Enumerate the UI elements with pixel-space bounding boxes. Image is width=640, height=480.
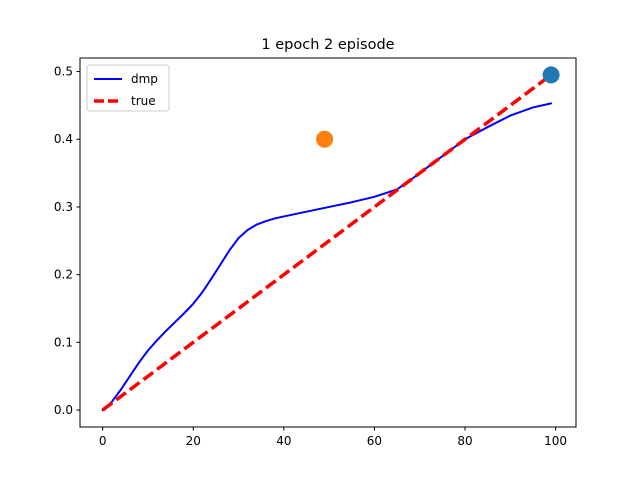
x-tick-label: 0 — [99, 434, 107, 448]
x-tick-label: 80 — [457, 434, 472, 448]
x-tick-label: 20 — [186, 434, 201, 448]
x-tick-label: 40 — [276, 434, 291, 448]
y-tick-label: 0.1 — [54, 335, 73, 349]
y-tick-label: 0.4 — [54, 132, 73, 146]
axes-frame — [79, 57, 577, 428]
legend-label-dmp: dmp — [131, 72, 158, 86]
chart-title: 1 epoch 2 episode — [261, 37, 394, 53]
scatter-point-1 — [316, 130, 334, 148]
y-tick-label: 0.2 — [54, 268, 73, 282]
x-tick-label: 100 — [544, 434, 567, 448]
series-line-true — [101, 73, 553, 412]
y-tick-label: 0.3 — [54, 200, 73, 214]
y-tick-label: 0.0 — [54, 403, 73, 417]
legend: dmp true — [86, 64, 170, 112]
y-tick-label: 0.5 — [54, 65, 73, 79]
x-tick-label: 60 — [367, 434, 382, 448]
legend-label-true: true — [131, 94, 156, 108]
plot-area: 0 20 40 60 80 100 0.0 0.1 0.2 0.3 0.4 0.5 — [54, 57, 577, 448]
scatter-point-2 — [542, 66, 560, 84]
legend-box — [86, 64, 170, 112]
